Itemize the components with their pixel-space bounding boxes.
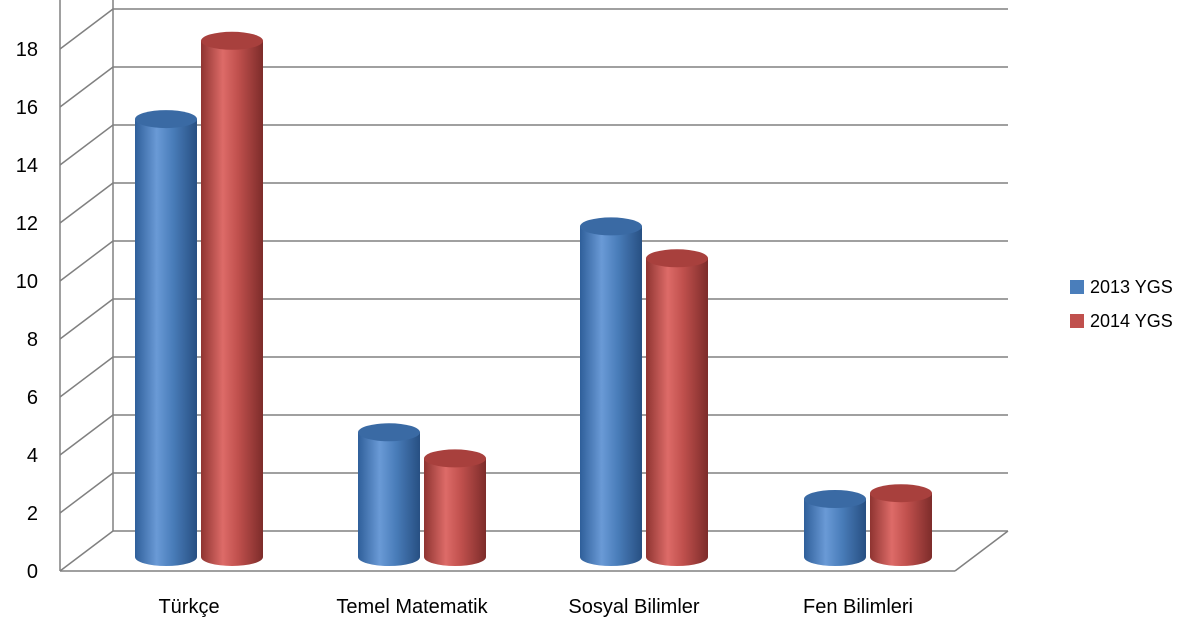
- gridline-side: [59, 472, 114, 514]
- gridline-side: [59, 414, 114, 456]
- bar-top-2014-2: [646, 249, 708, 268]
- y-tick-label: 10: [16, 271, 38, 293]
- legend-swatch-2013: [1070, 280, 1084, 294]
- y-tick-label: 2: [27, 503, 38, 525]
- bar-2013-0: [135, 119, 197, 566]
- x-category-label: Temel Matematik: [336, 596, 488, 618]
- x-category-label: Sosyal Bilimler: [568, 596, 699, 618]
- bar-top-2014-3: [870, 484, 932, 503]
- bar-top-2014-1: [424, 449, 486, 468]
- bar-top-2013-3: [804, 490, 866, 508]
- gridline-side: [59, 124, 114, 166]
- bar-top-2013-0: [135, 110, 197, 129]
- y-tick-label: 8: [27, 329, 38, 351]
- gridline-side: [59, 8, 114, 50]
- y-tick-label: 0: [27, 561, 38, 583]
- gridline-side: [59, 530, 114, 572]
- legend-label-2014: 2014 YGS: [1090, 310, 1173, 331]
- bar-2014-1: [424, 458, 486, 566]
- bar-2014-2: [646, 258, 708, 566]
- bar-top-2013-1: [358, 423, 420, 442]
- bars: [135, 31, 932, 566]
- legend: 2013 YGS 2014 YGS: [1070, 270, 1173, 338]
- bar-top-2014-0: [201, 31, 263, 50]
- bar-2013-2: [580, 226, 642, 566]
- y-tick-label: 6: [27, 387, 38, 409]
- y-tick-label: 14: [16, 155, 38, 177]
- floor-edge: [954, 530, 1009, 572]
- gridline-side: [59, 182, 114, 224]
- y-axis-ticks: 0 2 4 6 8 10 12 14 16 18: [16, 39, 38, 583]
- gridline-side: [59, 66, 114, 108]
- bar-2014-3: [870, 493, 932, 566]
- x-axis-categories: Türkçe Temel Matematik Sosyal Bilimler Fen …: [158, 596, 913, 618]
- y-tick-label: 16: [16, 97, 38, 119]
- x-category-label: Türkçe: [158, 596, 219, 618]
- bar-2014-0: [201, 40, 263, 566]
- bar-2013-1: [358, 432, 420, 566]
- bar-top-2013-2: [580, 217, 642, 236]
- bar-2013-3: [804, 499, 866, 566]
- legend-label-2013: 2013 YGS: [1090, 276, 1173, 297]
- y-tick-label: 12: [16, 213, 38, 235]
- y-tick-label: 18: [16, 39, 38, 61]
- legend-item-2013: 2013 YGS: [1070, 270, 1173, 304]
- legend-item-2014: 2014 YGS: [1070, 304, 1173, 338]
- x-category-label: Fen Bilimleri: [803, 596, 913, 618]
- gridline-side: [59, 240, 114, 282]
- gridline-side: [59, 298, 114, 340]
- y-tick-label: 4: [27, 445, 38, 467]
- gridline-side: [59, 356, 114, 398]
- legend-swatch-2014: [1070, 314, 1084, 328]
